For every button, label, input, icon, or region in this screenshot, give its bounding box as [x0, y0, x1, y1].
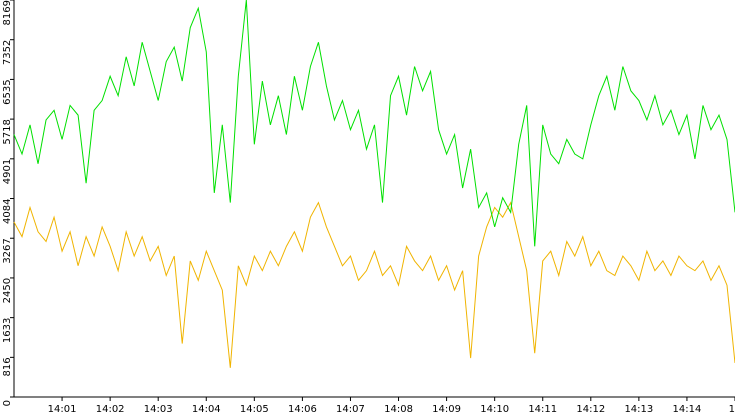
- y-tick-label: 0: [2, 400, 13, 406]
- y-tick-label: 6535: [2, 79, 13, 104]
- series-line: [13, 201, 735, 368]
- x-tick-label: 14:01: [48, 404, 77, 415]
- y-tick-label: 5718: [2, 119, 13, 144]
- y-tick-label: 1633: [2, 318, 13, 343]
- y-tick-label: 7352: [2, 40, 13, 65]
- x-tick-label: 14:02: [96, 404, 125, 415]
- x-tick-label: 14:08: [384, 404, 413, 415]
- x-tick-label: 14:12: [576, 404, 605, 415]
- x-tick-label: 14: [729, 404, 735, 415]
- x-tick-label: 14:11: [528, 404, 557, 415]
- x-tick-label: 14:04: [192, 404, 221, 415]
- y-tick-label: 4084: [2, 199, 13, 224]
- x-tick-label: 14:10: [480, 404, 509, 415]
- x-tick-label: 14:05: [240, 404, 269, 415]
- x-tick-label: 14:03: [144, 404, 173, 415]
- y-tick-label: 3267: [2, 238, 13, 263]
- x-tick-label: 14:14: [673, 404, 702, 415]
- x-tick-label: 14:07: [336, 404, 365, 415]
- x-tick-label: 14:06: [288, 404, 317, 415]
- x-tick-label: 14:13: [624, 404, 653, 415]
- y-tick-label: 8169: [2, 0, 13, 25]
- y-tick-label: 2450: [2, 278, 13, 303]
- y-tick-label: 816: [2, 357, 13, 376]
- y-tick-label: 4901: [2, 159, 13, 184]
- x-tick-label: 14:09: [432, 404, 461, 415]
- series-line: [13, 0, 735, 247]
